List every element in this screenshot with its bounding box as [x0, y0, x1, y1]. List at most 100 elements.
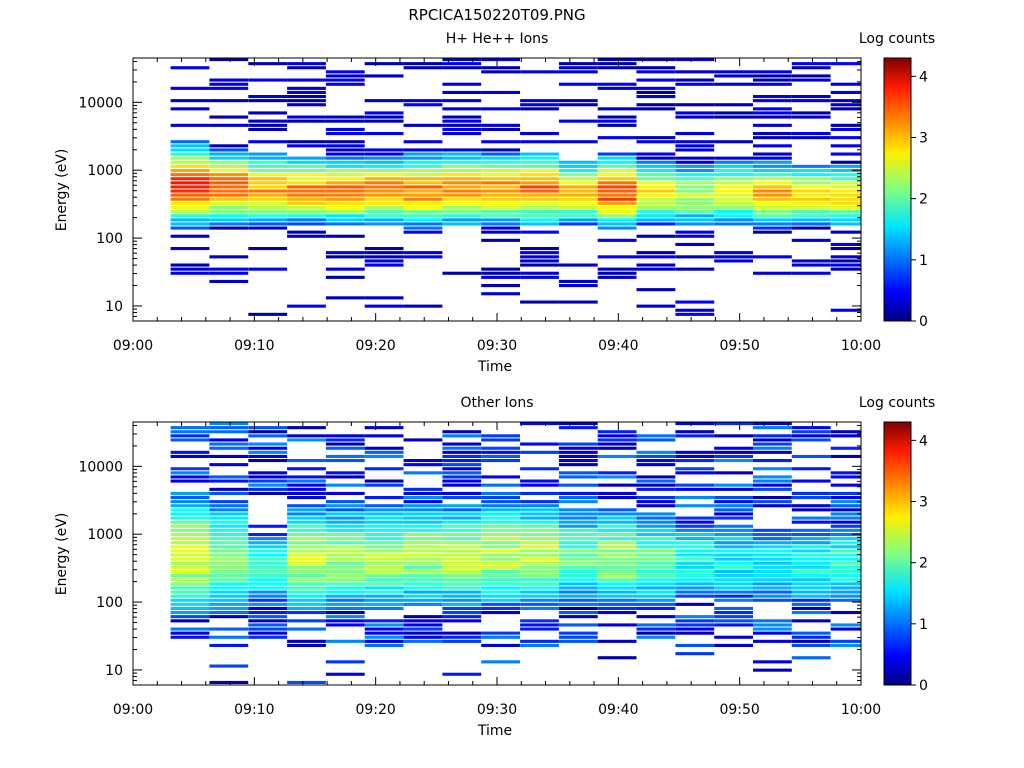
heatmap-cell	[675, 82, 715, 86]
heatmap-cell	[791, 520, 831, 524]
heatmap-cell	[287, 164, 326, 168]
heatmap-cell	[403, 304, 443, 308]
heatmap-cell	[714, 189, 753, 193]
heatmap-cell	[791, 115, 831, 119]
heatmap-cell	[442, 459, 482, 463]
heatmap-cell	[442, 107, 482, 111]
heatmap-cell	[520, 218, 559, 222]
heatmap-cell	[753, 623, 792, 627]
heatmap-cell	[403, 214, 443, 218]
panel-2-colorbar	[883, 421, 912, 686]
heatmap-cell	[209, 578, 249, 582]
heatmap-cell	[597, 508, 637, 512]
heatmap-cell	[481, 582, 520, 586]
heatmap-cell	[364, 205, 404, 209]
heatmap-cell	[520, 251, 559, 255]
heatmap-cell	[830, 508, 861, 512]
heatmap-cell	[714, 173, 753, 177]
heatmap-cell	[325, 234, 365, 238]
heatmap-cell	[597, 267, 637, 271]
heatmap-cell	[364, 164, 404, 168]
heatmap-cell	[364, 504, 404, 508]
heatmap-cell	[481, 90, 520, 94]
heatmap-cell	[170, 631, 210, 635]
heatmap-cell	[209, 533, 249, 537]
heatmap-cell	[830, 267, 861, 271]
heatmap-cell	[753, 185, 792, 189]
heatmap-cell	[209, 255, 249, 259]
heatmap-cell	[248, 62, 288, 66]
heatmap-cell	[248, 541, 288, 545]
heatmap-cell	[481, 123, 520, 127]
heatmap-cell	[325, 197, 365, 201]
heatmap-cell	[481, 508, 520, 512]
heatmap-cell	[753, 115, 792, 119]
heatmap-cell	[753, 177, 792, 181]
heatmap-cell	[248, 590, 288, 594]
heatmap-cell	[714, 205, 753, 209]
heatmap-cell	[325, 442, 365, 446]
panel-1-xlabel: Time	[477, 359, 512, 375]
heatmap-cell	[248, 95, 288, 99]
heatmap-cell	[403, 549, 443, 553]
heatmap-cell	[209, 205, 249, 209]
heatmap-cell	[558, 450, 598, 454]
heatmap-cell	[170, 173, 210, 177]
heatmap-cell	[558, 66, 598, 70]
heatmap-cell	[558, 222, 598, 226]
heatmap-cell	[170, 574, 210, 578]
heatmap-cell	[753, 205, 792, 209]
heatmap-cell	[675, 549, 715, 553]
heatmap-cell	[325, 275, 365, 279]
heatmap-cell	[209, 553, 249, 557]
heatmap-cell	[170, 606, 210, 610]
heatmap-cell	[170, 635, 210, 639]
heatmap-cell	[442, 454, 482, 458]
heatmap-cell	[481, 590, 520, 594]
heatmap-cell	[714, 251, 753, 255]
heatmap-cell	[170, 144, 210, 148]
heatmap-cell	[442, 582, 482, 586]
heatmap-cell	[209, 169, 249, 173]
heatmap-cell	[636, 504, 676, 508]
heatmap-cell	[636, 86, 676, 90]
heatmap-cell	[558, 557, 598, 561]
heatmap-cell	[364, 467, 404, 471]
heatmap-cell	[325, 446, 365, 450]
heatmap-cell	[636, 615, 676, 619]
heatmap-cell	[714, 565, 753, 569]
heatmap-cell	[442, 442, 482, 446]
heatmap-cell	[209, 430, 249, 434]
heatmap-cell	[753, 660, 792, 664]
heatmap-cell	[442, 619, 482, 623]
heatmap-cell	[558, 160, 598, 164]
heatmap-cell	[325, 598, 365, 602]
heatmap-cell	[597, 569, 637, 573]
heatmap-cell	[403, 578, 443, 582]
heatmap-cell	[170, 619, 210, 623]
heatmap-cell	[170, 578, 210, 582]
heatmap-cell	[170, 434, 210, 438]
heatmap-cell	[558, 471, 598, 475]
heatmap-cell	[714, 500, 753, 504]
heatmap-cell	[248, 533, 288, 537]
x-tick-label: 10:00	[841, 702, 881, 718]
heatmap-cell	[597, 210, 637, 214]
heatmap-cell	[791, 222, 831, 226]
heatmap-cell	[170, 164, 210, 168]
heatmap-cell	[636, 459, 676, 463]
heatmap-cell	[209, 627, 249, 631]
heatmap-cell	[558, 598, 598, 602]
heatmap-cell	[170, 197, 210, 201]
heatmap-cell	[520, 205, 559, 209]
heatmap-cell	[403, 201, 443, 205]
heatmap-cell	[791, 491, 831, 495]
heatmap-cell	[791, 210, 831, 214]
heatmap-cell	[753, 459, 792, 463]
heatmap-cell	[209, 78, 249, 82]
heatmap-cell	[403, 512, 443, 516]
heatmap-cell	[636, 210, 676, 214]
heatmap-cell	[675, 553, 715, 557]
heatmap-cell	[714, 177, 753, 181]
heatmap-cell	[325, 594, 365, 598]
